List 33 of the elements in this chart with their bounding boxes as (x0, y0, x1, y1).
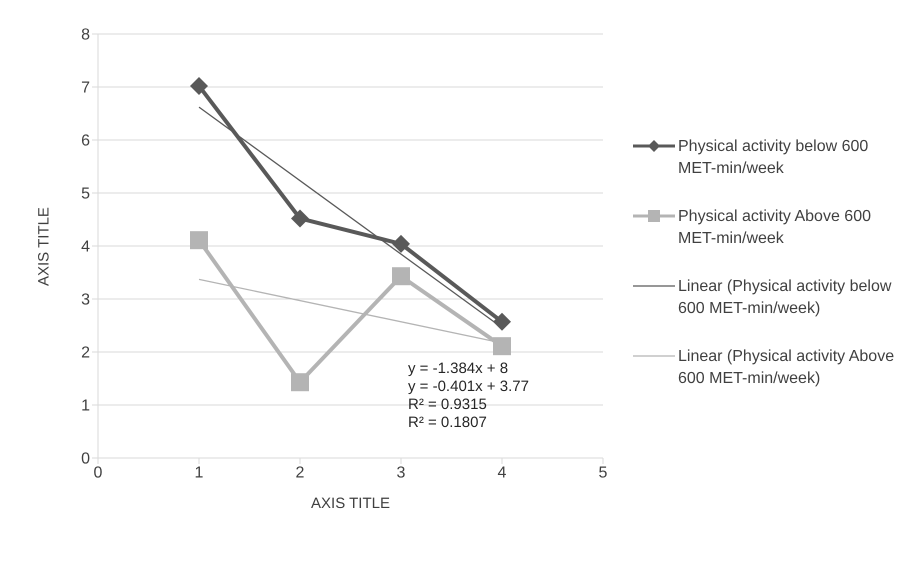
legend-label: Physical activity Above 600 MET-min/week (678, 207, 872, 249)
y-tick-label: 1 (81, 398, 90, 415)
point (392, 234, 410, 253)
point (493, 312, 511, 331)
x-tick-label: 1 (194, 464, 204, 482)
legend-label: Linear (Physical activity below 600 MET-min/week) (678, 277, 892, 319)
point (291, 373, 309, 392)
y-tick-label: 0 (81, 450, 90, 468)
point (190, 231, 208, 250)
legend-label: Linear (Physical activity Above 600 MET-min/week) (678, 347, 896, 389)
y-tick-label: 7 (81, 80, 90, 97)
x-tick-label: 3 (396, 464, 406, 482)
annotation: R² = 0.1807 (408, 414, 488, 432)
point (493, 337, 511, 356)
y-tick-label: 2 (81, 344, 90, 362)
y-tick-label: 5 (81, 186, 90, 203)
x-tick-label: 0 (94, 464, 103, 482)
y-tick-label: 6 (81, 132, 90, 150)
y-tick-label: 4 (81, 238, 90, 256)
point (190, 76, 208, 95)
point (291, 209, 309, 228)
x-tick-label: 5 (598, 464, 608, 482)
x-tick-label: 4 (498, 464, 507, 482)
annotation: y = -1.384x + 8 (408, 360, 510, 378)
point (392, 267, 410, 286)
y-tick-label: 8 (81, 26, 90, 44)
legend-label: Physical activity below 600 MET-min/week (678, 137, 870, 179)
x-axis-title: AXIS TITLE (311, 495, 390, 512)
x-tick-label: 2 (296, 464, 305, 482)
y-axis-title: AXIS TITLE (35, 207, 52, 286)
annotation: y = -0.401x + 3.77 (408, 378, 529, 396)
annotation: R² = 0.9315 (408, 396, 488, 414)
y-tick-label: 3 (81, 292, 90, 309)
